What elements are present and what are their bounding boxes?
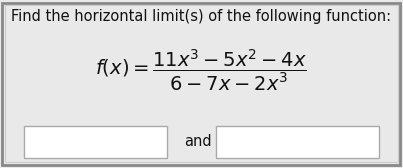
FancyBboxPatch shape	[2, 3, 400, 165]
Text: and: and	[184, 134, 211, 150]
Text: Find the horizontal limit(s) of the following function:: Find the horizontal limit(s) of the foll…	[11, 9, 392, 24]
FancyBboxPatch shape	[5, 5, 398, 162]
FancyBboxPatch shape	[24, 126, 167, 158]
FancyBboxPatch shape	[216, 126, 379, 158]
Text: $f(x) = \dfrac{11x^3 - 5x^2 - 4x}{6 - 7x - 2x^3}$: $f(x) = \dfrac{11x^3 - 5x^2 - 4x}{6 - 7x…	[96, 48, 307, 93]
